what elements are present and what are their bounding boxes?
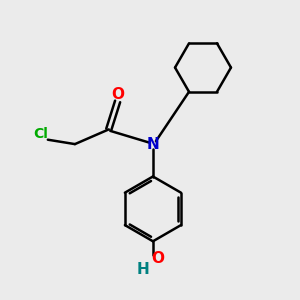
Text: H: H [136, 262, 149, 277]
Text: O: O [151, 251, 164, 266]
Text: O: O [111, 87, 124, 102]
Text: N: N [147, 136, 159, 152]
Text: Cl: Cl [34, 127, 49, 141]
